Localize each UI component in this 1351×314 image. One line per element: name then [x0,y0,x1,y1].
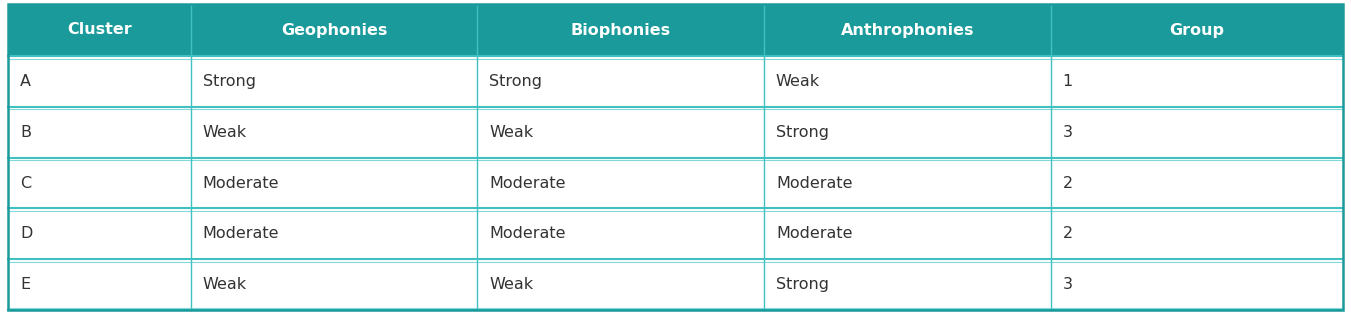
Text: 1: 1 [1062,74,1073,89]
Text: Moderate: Moderate [203,226,280,241]
Text: C: C [20,176,31,191]
Text: Weak: Weak [775,74,820,89]
Text: 3: 3 [1062,277,1073,292]
Text: Weak: Weak [203,125,247,140]
Text: Moderate: Moderate [203,176,280,191]
Text: Weak: Weak [203,277,247,292]
Text: 3: 3 [1062,125,1073,140]
Bar [8,107,1343,158]
Text: D: D [20,226,32,241]
Text: Moderate: Moderate [775,226,852,241]
Text: 2: 2 [1062,176,1073,191]
Text: A: A [20,74,31,89]
Text: Group: Group [1169,23,1224,37]
Text: Cluster: Cluster [68,23,132,37]
Bar [477,4,763,56]
Text: Weak: Weak [489,125,534,140]
Bar [8,4,190,56]
Bar [763,4,1051,56]
Text: Strong: Strong [489,74,542,89]
Text: Weak: Weak [489,277,534,292]
Text: Moderate: Moderate [489,176,566,191]
Text: Strong: Strong [203,74,255,89]
Text: Anthrophonies: Anthrophonies [840,23,974,37]
Text: Geophonies: Geophonies [281,23,388,37]
Text: E: E [20,277,30,292]
Text: 2: 2 [1062,226,1073,241]
Bar [8,56,1343,107]
Text: Biophonies: Biophonies [570,23,670,37]
Bar [190,4,477,56]
Bar [8,259,1343,310]
Bar [1051,4,1343,56]
Text: Strong: Strong [775,125,830,140]
Text: Strong: Strong [775,277,830,292]
Text: Moderate: Moderate [775,176,852,191]
Bar [8,208,1343,259]
Text: B: B [20,125,31,140]
Bar [8,158,1343,208]
Text: Moderate: Moderate [489,226,566,241]
